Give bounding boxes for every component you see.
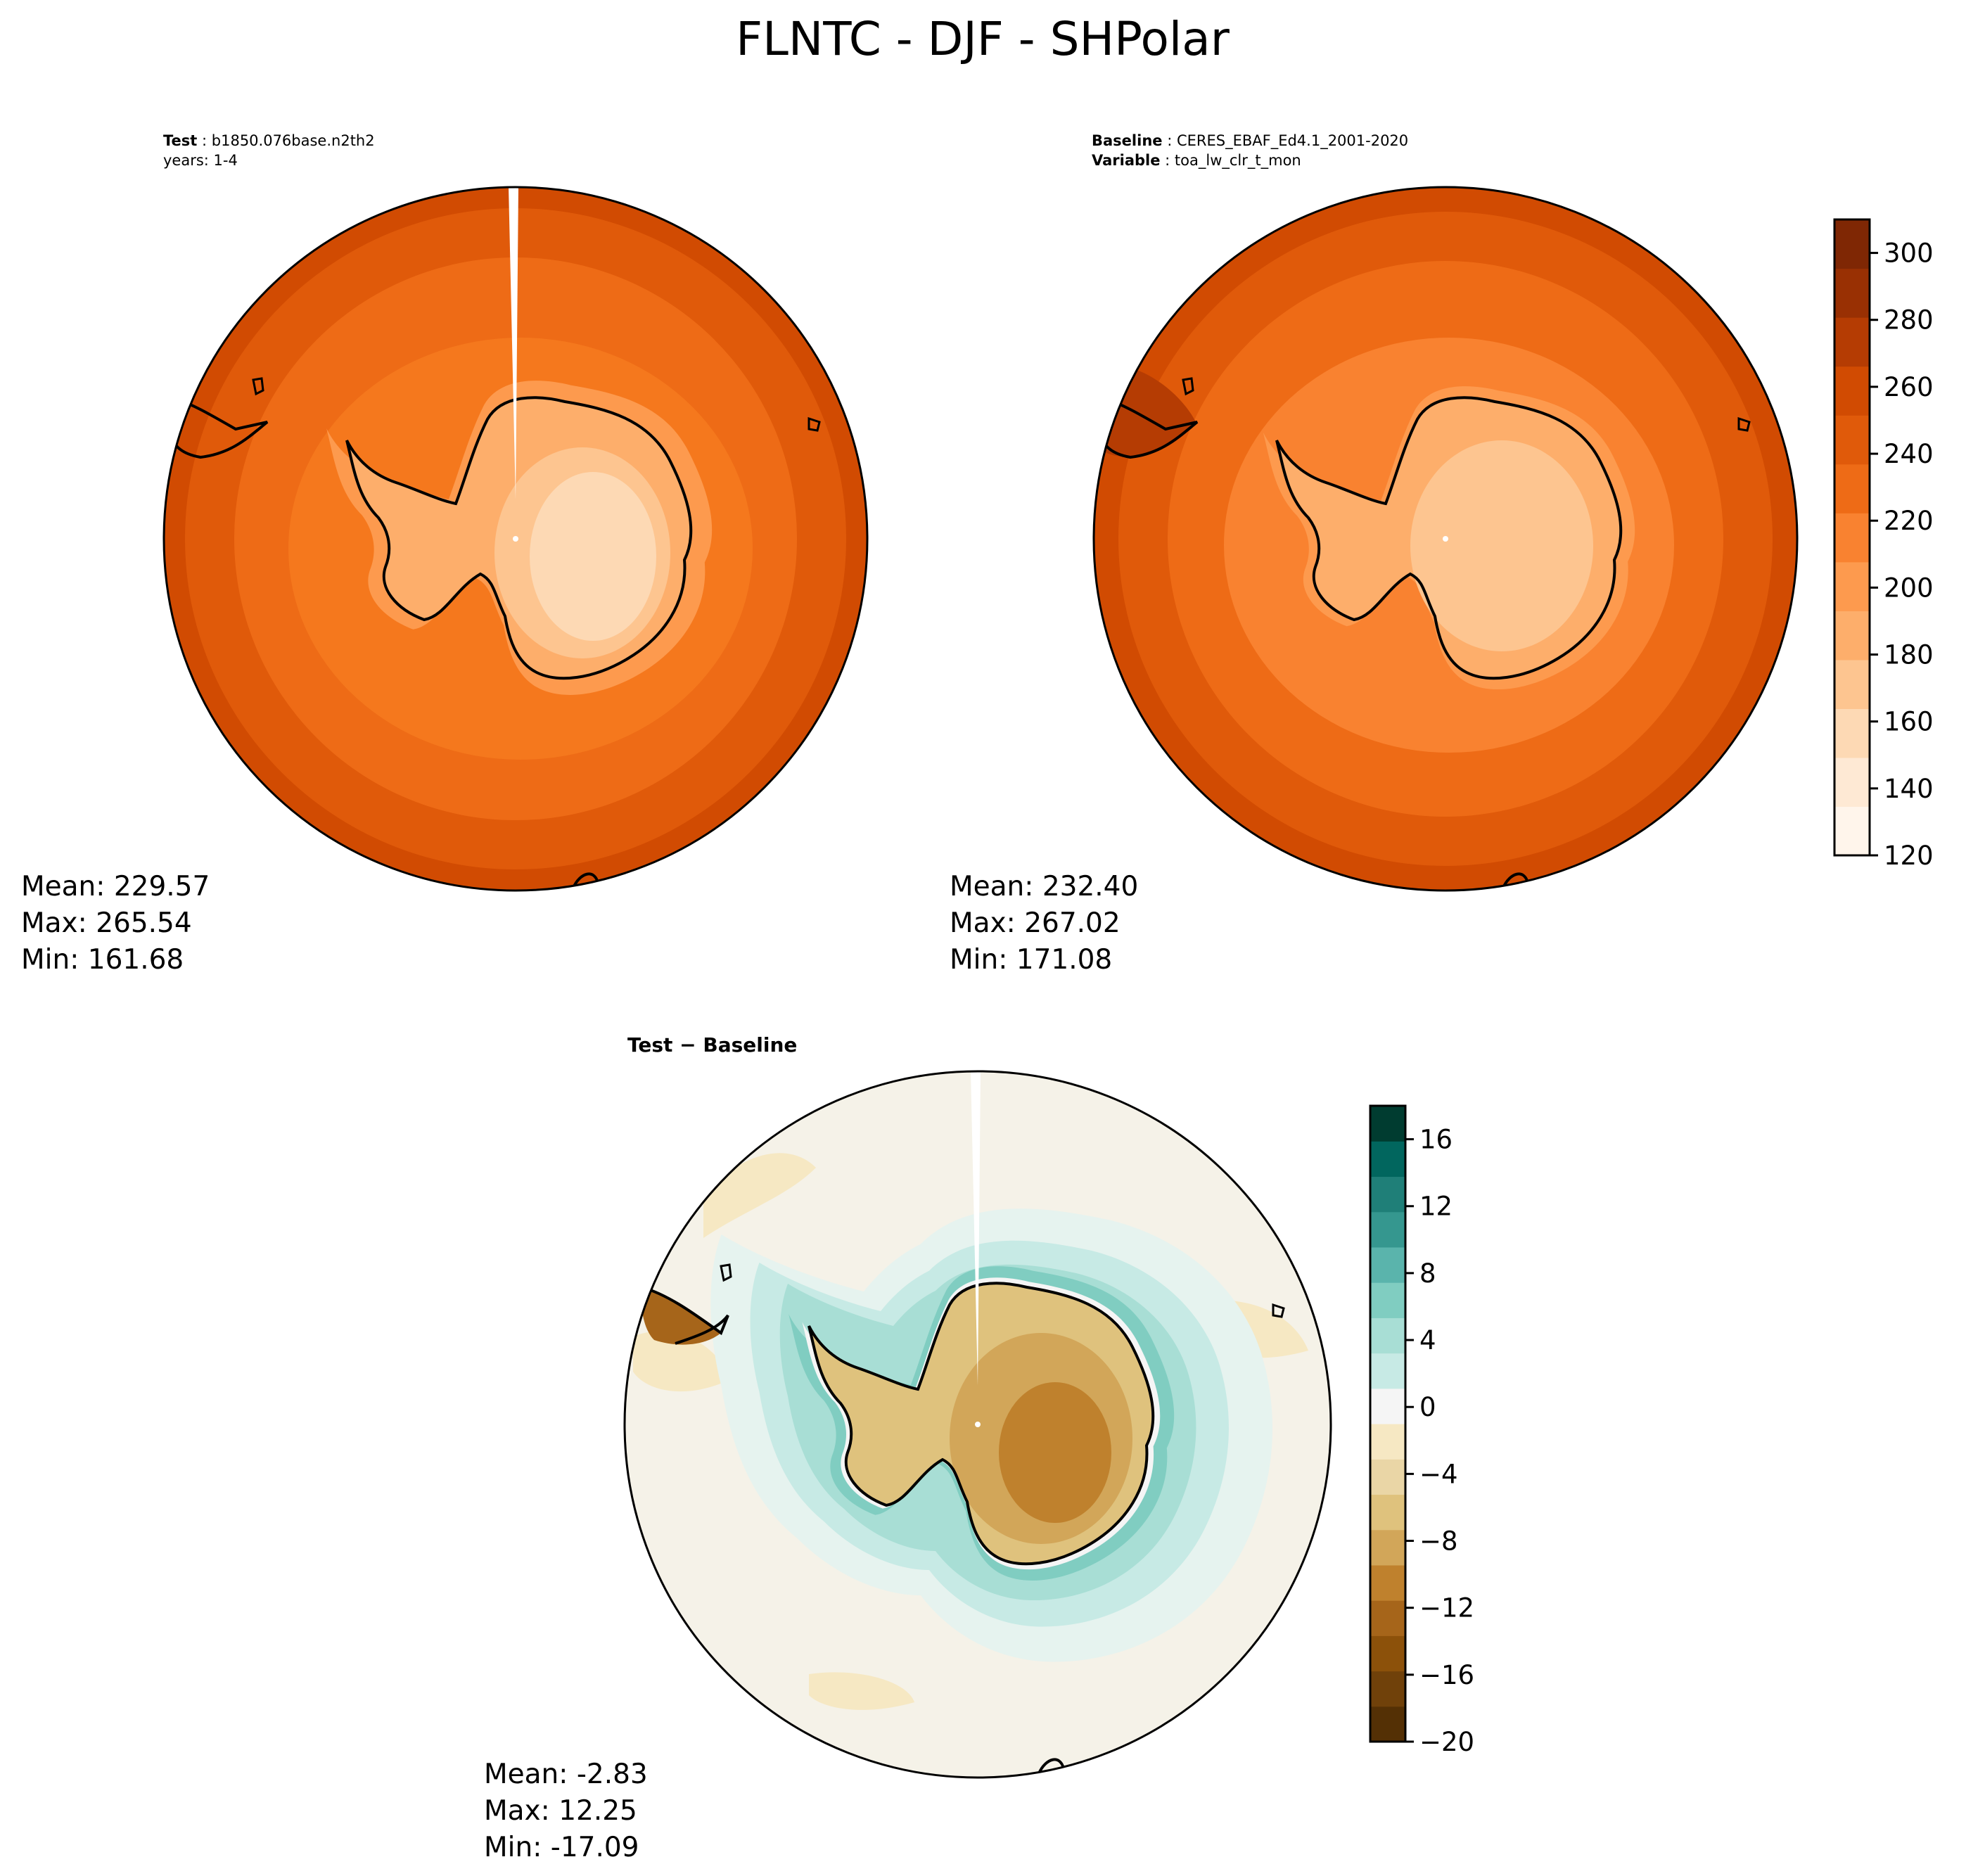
diff-min: Min: -17.09 [484, 1832, 639, 1863]
test-mean: Mean: 229.57 [21, 871, 210, 902]
baseline-map [1094, 187, 1797, 891]
diff-colorbar-segment [1370, 1424, 1405, 1460]
baseline-colorbar-segment [1834, 708, 1870, 758]
baseline-colorbar-tick-label: 160 [1884, 707, 1934, 737]
diff-stats: Mean: -2.83 Max: 12.25 Min: -17.09 [484, 1756, 648, 1866]
diff-colorbar: −20 −16 −12 −8 −4 0 4 8 12 16 [1369, 1104, 1474, 1757]
diff-colorbar-segment [1370, 1706, 1405, 1742]
diff-colorbar-tick-label: −12 [1419, 1593, 1474, 1623]
baseline-colorbar-segment [1834, 659, 1870, 709]
test-map [164, 187, 867, 891]
diff-colorbar-tick-label: 8 [1419, 1258, 1436, 1289]
diff-colorbar-segment [1370, 1211, 1405, 1248]
diff-map [625, 1071, 1331, 1778]
baseline-stats: Mean: 232.40 Max: 267.02 Min: 171.08 [950, 869, 1138, 978]
baseline-colorbar-segment [1834, 317, 1870, 367]
diff-panel: Test − Baseline [623, 1033, 1332, 1779]
diff-colorbar-segment [1370, 1564, 1405, 1601]
test-label: Test : b1850.076base.n2th2 [163, 132, 375, 149]
diff-colorbar-segment [1370, 1459, 1405, 1495]
test-max: Max: 265.54 [21, 907, 192, 939]
baseline-colorbar-tick-label: 240 [1884, 439, 1934, 469]
baseline-colorbar-segment [1834, 415, 1870, 465]
test-min: Min: 161.68 [21, 944, 184, 976]
figure-title: FLNTC - DJF - SHPolar [736, 12, 1230, 66]
diff-colorbar-tick-label: 4 [1419, 1325, 1436, 1355]
diff-mean: Mean: -2.83 [484, 1759, 648, 1790]
diff-colorbar-tick-label: 12 [1419, 1192, 1453, 1222]
baseline-colorbar-segment [1834, 513, 1870, 563]
diff-colorbar-frame [1369, 1104, 1407, 1743]
diff-colorbar-segment [1370, 1141, 1405, 1178]
baseline-colorbar-tick-label: 180 [1884, 640, 1934, 670]
diff-colorbar-segment [1370, 1282, 1405, 1318]
diff-colorbar-segment [1370, 1494, 1405, 1531]
diff-colorbar-segment [1370, 1106, 1405, 1142]
diff-colorbar-segment [1370, 1600, 1405, 1636]
baseline-colorbar-tick-label: 280 [1884, 305, 1934, 336]
baseline-max: Max: 267.02 [950, 907, 1121, 939]
diff-label: Test − Baseline [627, 1033, 797, 1057]
diff-max: Max: 12.25 [484, 1795, 637, 1827]
baseline-colorbar-tick-label: 220 [1884, 506, 1934, 536]
baseline-colorbar-frame [1833, 218, 1871, 857]
diff-colorbar-tick-label: −20 [1419, 1727, 1474, 1757]
baseline-colorbar-segment [1834, 366, 1870, 416]
diff-colorbar-segment [1370, 1246, 1405, 1283]
baseline-mean: Mean: 232.40 [950, 871, 1139, 902]
baseline-colorbar-segment [1834, 268, 1870, 318]
baseline-colorbar-tick-label: 300 [1884, 238, 1934, 269]
diff-colorbar-tick-label: 16 [1419, 1125, 1453, 1155]
baseline-colorbar-tick-label: 140 [1884, 774, 1934, 804]
diff-colorbar-tick-label: −4 [1419, 1459, 1458, 1489]
test-panel: Test : b1850.076base.n2th2 years: 1-4 [162, 132, 869, 892]
diff-colorbar-tick-label: −8 [1419, 1526, 1458, 1557]
baseline-colorbar: 120 140 160 180 200 220 240 260 280 300 [1833, 218, 1934, 871]
baseline-label: Baseline : CERES_EBAF_Ed4.1_2001-2020 [1092, 132, 1408, 150]
diff-colorbar-segment [1370, 1317, 1405, 1354]
test-stats: Mean: 229.57 Max: 265.54 Min: 161.68 [21, 869, 210, 978]
diff-colorbar-segment [1370, 1176, 1405, 1213]
baseline-colorbar-segment [1834, 611, 1870, 661]
test-years-label: years: 1-4 [163, 152, 238, 169]
diff-colorbar-segment [1370, 1353, 1405, 1389]
baseline-colorbar-segment [1834, 561, 1870, 611]
baseline-panel: Baseline : CERES_EBAF_Ed4.1_2001-2020 Va… [1092, 132, 1799, 892]
baseline-colorbar-segment [1834, 757, 1870, 808]
baseline-min: Min: 171.08 [950, 944, 1113, 976]
baseline-variable-label: Variable : toa_lw_clr_t_mon [1092, 152, 1301, 170]
diff-colorbar-segment [1370, 1388, 1405, 1424]
diff-colorbar-tick-label: 0 [1419, 1392, 1436, 1422]
baseline-colorbar-tick-label: 200 [1884, 573, 1934, 603]
diff-colorbar-segment [1370, 1635, 1405, 1672]
diff-colorbar-tick-label: −16 [1419, 1660, 1474, 1690]
baseline-colorbar-tick-label: 260 [1884, 372, 1934, 402]
diff-colorbar-segment [1370, 1671, 1405, 1707]
baseline-colorbar-segment [1834, 806, 1870, 856]
baseline-colorbar-segment [1834, 219, 1870, 269]
baseline-colorbar-segment [1834, 464, 1870, 513]
diff-colorbar-segment [1370, 1529, 1405, 1566]
baseline-colorbar-tick-label: 120 [1884, 841, 1934, 871]
